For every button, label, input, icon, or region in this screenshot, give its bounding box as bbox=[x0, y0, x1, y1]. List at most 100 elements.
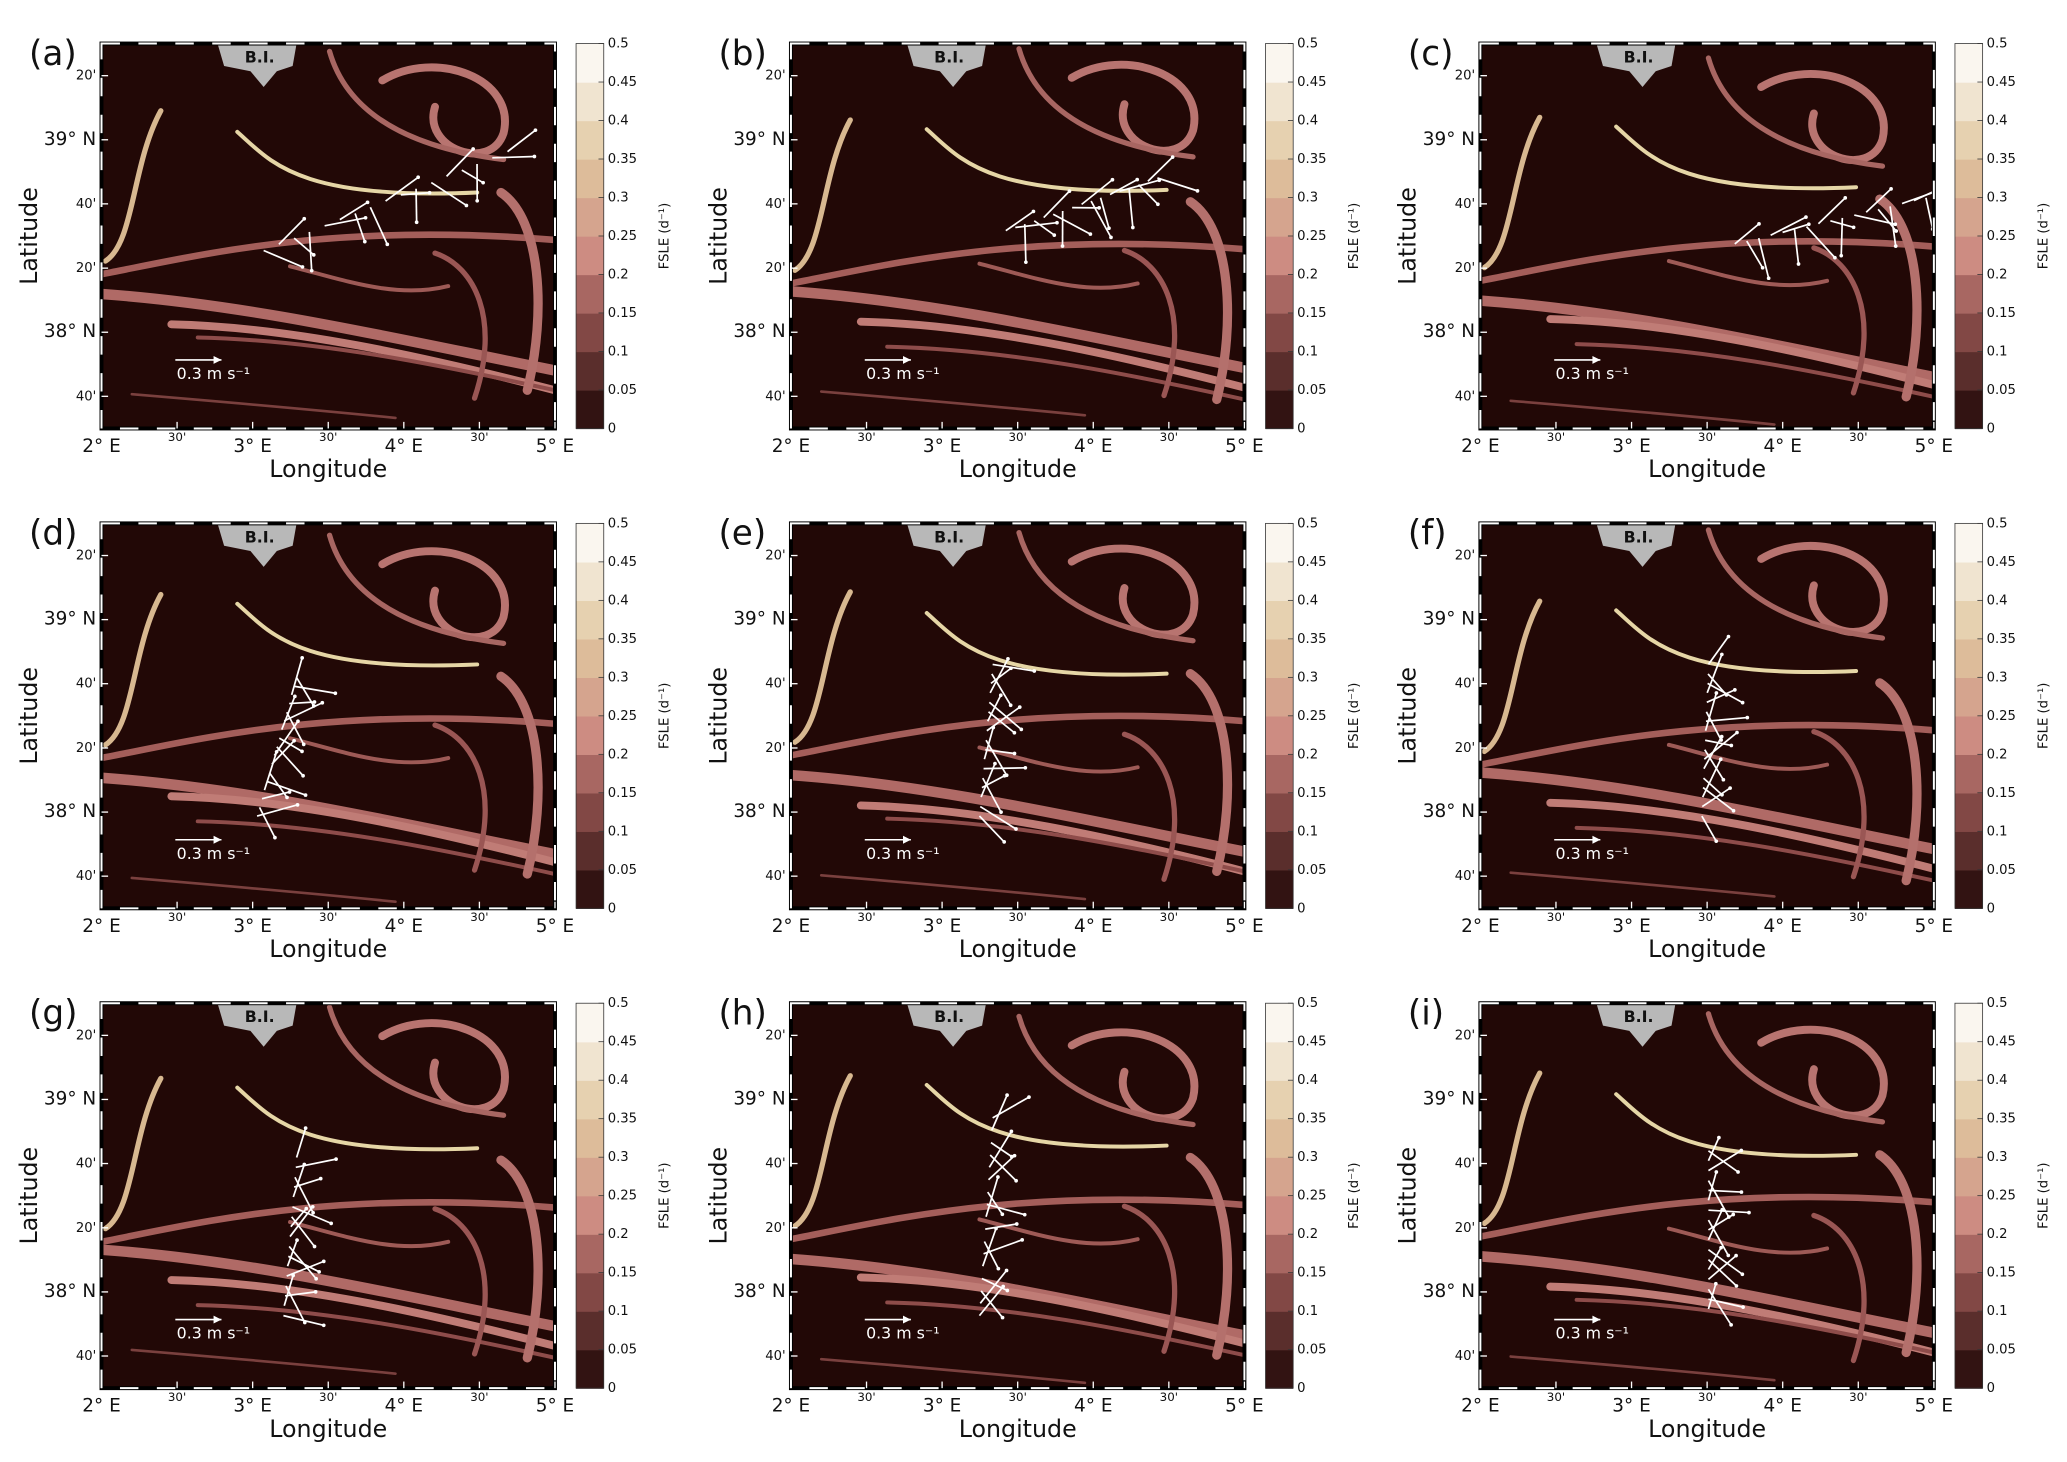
velocity-arrow bbox=[286, 1239, 298, 1267]
arrow-head bbox=[363, 215, 368, 220]
colorbar-tick-label: 0.1 bbox=[1297, 824, 1318, 839]
velocity-arrow bbox=[258, 806, 276, 839]
colorbar-segment bbox=[1954, 1157, 1983, 1197]
arrow-head bbox=[310, 1204, 315, 1209]
arrow-head bbox=[1833, 255, 1837, 260]
fsle-filament bbox=[1614, 608, 1859, 674]
fsle-filament bbox=[496, 671, 543, 879]
velocity-arrow bbox=[492, 155, 535, 159]
colorbar-segment bbox=[576, 1349, 604, 1389]
colorbar-segment bbox=[576, 1080, 604, 1120]
arrow-head bbox=[1720, 792, 1724, 797]
colorbar-segment bbox=[576, 274, 604, 314]
velocity-arrow bbox=[978, 1285, 1004, 1317]
colorbar-tick-label: 0.5 bbox=[1987, 996, 2008, 1011]
fsle-filament bbox=[130, 876, 397, 904]
colorbar-tick-label: 0.5 bbox=[608, 516, 629, 531]
panel: (a) B.I. 0.3 m s⁻¹ 2° E 30' 3° E 30' 4° E 30' 5° … bbox=[15, 34, 673, 483]
x-tick-label: 2° E bbox=[772, 916, 810, 937]
fsle-filament bbox=[288, 736, 451, 765]
velocity-arrow bbox=[295, 1127, 307, 1158]
x-tick-label: 4° E bbox=[1074, 436, 1112, 457]
arrow-head bbox=[1170, 155, 1175, 159]
colorbar-tick-label: 0.1 bbox=[1987, 824, 2008, 839]
velocity-arrow bbox=[1707, 1150, 1739, 1173]
fsle-filament bbox=[790, 712, 1245, 759]
y-axis-label: Latitude bbox=[704, 1147, 732, 1245]
colorbar-tick-label: 0.35 bbox=[608, 1112, 637, 1127]
x-tick-label: 30' bbox=[319, 430, 337, 444]
x-tick-label: 30' bbox=[1547, 430, 1565, 444]
x-axis-label: Longitude bbox=[959, 935, 1077, 963]
velocity-arrow bbox=[1702, 777, 1723, 796]
arrow-head bbox=[287, 790, 292, 794]
map-frame-dash bbox=[789, 522, 1246, 910]
velocity-arrow bbox=[308, 231, 313, 271]
velocity-arrow bbox=[1757, 237, 1770, 279]
arrow-head bbox=[416, 175, 421, 180]
colorbar-segment bbox=[576, 523, 604, 563]
arrow-head bbox=[1110, 177, 1115, 182]
arrow-head bbox=[1022, 1212, 1027, 1217]
velocity-arrow bbox=[1817, 197, 1846, 225]
arrow-head bbox=[273, 835, 277, 840]
y-tick-label: 38° N bbox=[1423, 321, 1475, 342]
colorbar-tick-label: 0.25 bbox=[1987, 1189, 2016, 1204]
colorbar-tick-label: 0 bbox=[1987, 901, 1995, 916]
y-tick-label: 20' bbox=[76, 1221, 96, 1236]
y-tick-label: 20' bbox=[76, 69, 96, 84]
fsle-filament bbox=[790, 240, 1245, 287]
velocity-arrow bbox=[1704, 739, 1732, 747]
arrow-head bbox=[1130, 225, 1135, 230]
island-label: B.I. bbox=[1624, 1007, 1654, 1026]
colorbar-tick-label: 0 bbox=[1297, 901, 1305, 916]
arrow-head bbox=[1006, 657, 1010, 661]
colorbar-tick-label: 0.45 bbox=[608, 75, 637, 90]
island-label: B.I. bbox=[934, 527, 964, 546]
arrow-head bbox=[993, 761, 997, 766]
arrow-head bbox=[1719, 652, 1724, 657]
velocity-arrow bbox=[278, 737, 303, 753]
colorbar-tick-label: 0.25 bbox=[1987, 229, 2016, 244]
island bbox=[1596, 1003, 1676, 1047]
colorbar-tick-label: 0.15 bbox=[1297, 786, 1326, 801]
velocity-arrow bbox=[986, 1191, 1004, 1215]
colorbar-tick-label: 0.25 bbox=[1297, 1189, 1326, 1204]
velocity-arrow bbox=[1770, 216, 1807, 237]
colorbar-segment bbox=[576, 236, 604, 276]
fsle-filament bbox=[1875, 678, 1922, 886]
velocity-arrow bbox=[985, 739, 1008, 776]
arrow-head bbox=[1088, 232, 1093, 236]
colorbar-frame bbox=[1954, 1002, 1984, 1389]
x-tick-label: 30' bbox=[1547, 1390, 1565, 1404]
arrow-head bbox=[1060, 244, 1065, 248]
colorbar-tick-label: 0.25 bbox=[1297, 709, 1326, 724]
colorbar-segment bbox=[576, 159, 604, 199]
colorbar-tick-label: 0.15 bbox=[608, 786, 637, 801]
colorbar-tick-label: 0.15 bbox=[1297, 1266, 1326, 1281]
arrow-head bbox=[1735, 730, 1739, 735]
x-tick-label: 30' bbox=[470, 430, 488, 444]
panel-label: (h) bbox=[718, 994, 766, 1034]
island-label: B.I. bbox=[245, 1007, 275, 1026]
fsle-filament bbox=[1757, 1025, 1888, 1120]
colorbar-tick-label: 0.4 bbox=[608, 114, 629, 129]
island bbox=[906, 43, 987, 88]
velocity-arrow bbox=[385, 176, 419, 202]
arrow-head bbox=[301, 773, 305, 778]
island bbox=[1596, 43, 1676, 88]
island bbox=[906, 1003, 987, 1047]
velocity-arrow bbox=[989, 1154, 1017, 1182]
y-axis-label: Latitude bbox=[1394, 667, 1422, 765]
colorbar-tick-label: 0.35 bbox=[1987, 1112, 2016, 1127]
x-axis-label: Longitude bbox=[269, 455, 387, 483]
y-axis-label: Latitude bbox=[15, 667, 43, 765]
y-tick-label: 40' bbox=[76, 869, 96, 884]
colorbar-segment bbox=[1954, 1234, 1983, 1274]
x-tick-label: 4° E bbox=[1074, 916, 1112, 937]
arrow-head bbox=[1714, 1170, 1719, 1174]
colorbar-tick-label: 0.5 bbox=[1297, 37, 1318, 52]
fsle-filament bbox=[1185, 197, 1233, 405]
colorbar-tick-label: 0.45 bbox=[1297, 75, 1326, 90]
fsle-filament bbox=[1121, 247, 1178, 399]
